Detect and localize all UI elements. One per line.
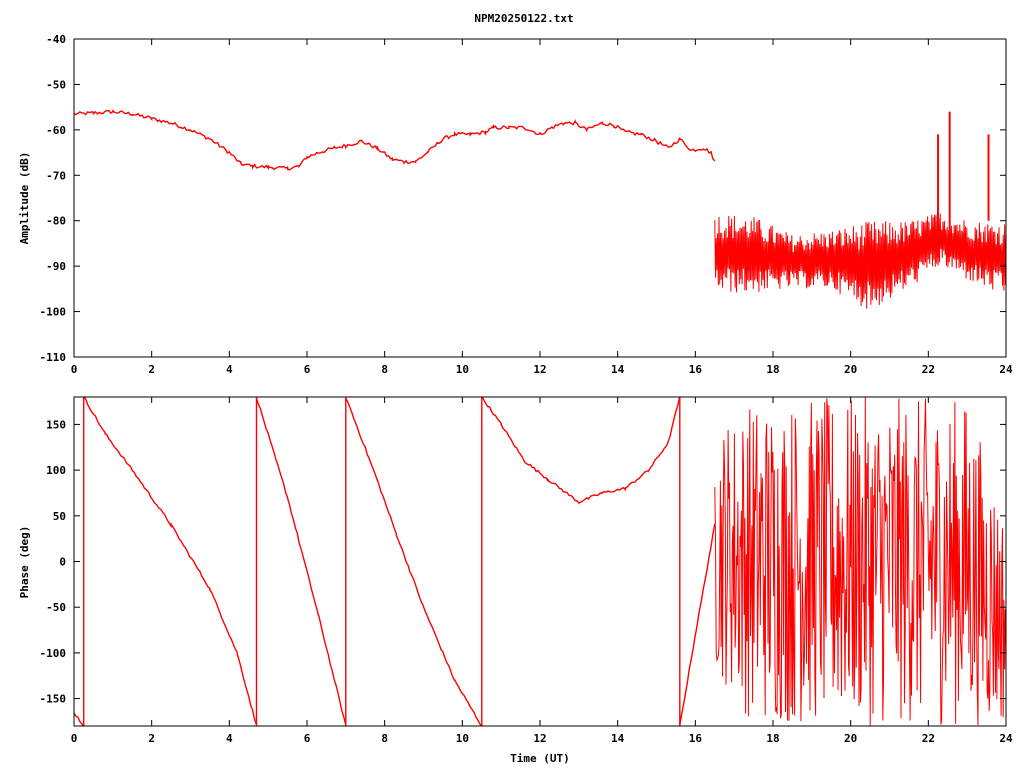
amplitude-y-tick-label: -70	[46, 169, 66, 182]
amplitude-y-axis: -110 -100 -90 -80 -70 -60 -50 -40	[40, 33, 1006, 364]
amplitude-y-tick-label: -80	[46, 215, 66, 228]
phase-x-tick-label: 8	[381, 732, 388, 745]
amplitude-series-line	[74, 109, 716, 171]
phase-series-line	[83, 397, 258, 726]
phase-y-tick-label: 0	[59, 556, 66, 569]
phase-panel: 0 2 4 6 8 10 12 14 16 18 20 22 24 -150-100-500501001…	[18, 396, 1013, 765]
phase-y-tick-label: 100	[46, 464, 66, 477]
phase-x-tick-label: 20	[844, 732, 857, 745]
phase-x-tick-label: 0	[71, 732, 78, 745]
phase-noise-trace	[714, 397, 1006, 726]
amplitude-y-tick-label: -90	[46, 260, 66, 273]
amplitude-x-tick-label: 4	[226, 363, 233, 376]
phase-x-tick-label: 2	[148, 732, 155, 745]
phase-x-tick-label: 22	[922, 732, 935, 745]
phase-x-axis: 0 2 4 6 8 10 12 14 16 18 20 22 24	[71, 397, 1013, 745]
phase-y-tick-label: -50	[46, 601, 66, 614]
amplitude-x-tick-label: 8	[381, 363, 388, 376]
phase-y-tick-label: -150	[40, 693, 67, 706]
phase-series-line	[255, 398, 347, 725]
amplitude-x-tick-label: 16	[689, 363, 703, 376]
amplitude-panel: 0 2 4 6 8 10 12 14 16 18 20 22 24 -110-100-90-80-70-…	[18, 33, 1013, 376]
phase-x-tick-label: 24	[999, 732, 1013, 745]
phase-series-line	[345, 397, 483, 726]
amplitude-x-tick-label: 20	[844, 363, 857, 376]
amplitude-x-tick-label: 12	[533, 363, 546, 376]
amplitude-y-axis-title: Amplitude (dB)	[18, 152, 31, 245]
phase-y-axis: -150 -100 -50 0 50 100 150	[40, 418, 1006, 706]
amplitude-y-tick-label: -40	[46, 33, 66, 46]
amplitude-plot-area	[74, 109, 1006, 309]
amplitude-x-tick-label: 14	[611, 363, 625, 376]
phase-series-line	[679, 523, 716, 726]
phase-y-tick-label: -100	[40, 647, 67, 660]
amplitude-x-tick-label: 0	[71, 363, 78, 376]
amplitude-x-tick-label: 10	[456, 363, 469, 376]
amplitude-y-tick-label: -50	[46, 78, 66, 91]
phase-x-axis-title: Time (UT)	[510, 752, 570, 765]
amplitude-x-tick-label: 22	[922, 363, 935, 376]
phase-plot-area	[74, 397, 1006, 726]
amplitude-x-tick-label: 18	[766, 363, 779, 376]
phase-y-tick-label: 150	[46, 418, 66, 431]
phase-series-line	[74, 712, 84, 726]
phase-x-tick-label: 12	[533, 732, 546, 745]
phase-x-tick-label: 18	[766, 732, 779, 745]
phase-y-axis-title: Phase (deg)	[18, 526, 31, 599]
phase-y-tick-label: 50	[53, 510, 66, 523]
phase-x-tick-label: 10	[456, 732, 469, 745]
amplitude-x-tick-label: 24	[999, 363, 1013, 376]
amplitude-y-tick-label: -110	[40, 351, 67, 364]
phase-series-line	[481, 397, 681, 505]
phase-x-tick-label: 6	[304, 732, 311, 745]
phase-x-tick-label: 4	[226, 732, 233, 745]
amplitude-noise-trace	[714, 213, 1006, 309]
amplitude-y-tick-label: -60	[46, 124, 66, 137]
chart-title: NPM20250122.txt	[474, 12, 573, 25]
amplitude-x-axis: 0 2 4 6 8 10 12 14 16 18 20 22 24	[71, 39, 1013, 376]
phase-x-tick-label: 14	[611, 732, 625, 745]
phase-x-tick-label: 16	[689, 732, 703, 745]
amplitude-x-tick-label: 6	[304, 363, 311, 376]
amplitude-x-tick-label: 2	[148, 363, 155, 376]
amplitude-y-tick-label: -100	[40, 306, 67, 319]
